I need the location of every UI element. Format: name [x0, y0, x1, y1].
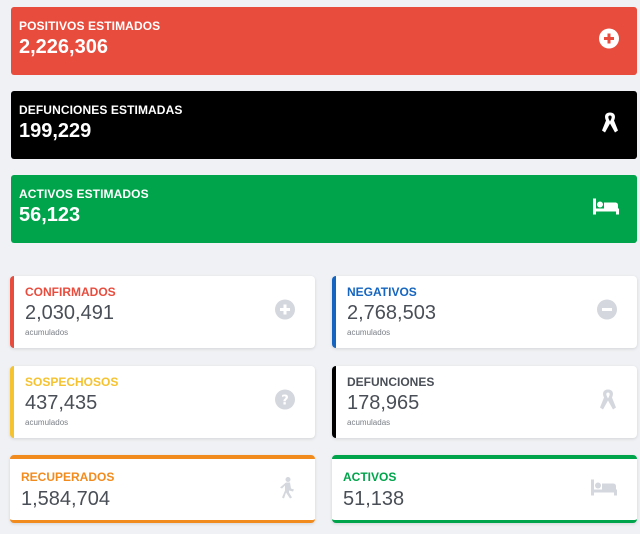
plus-circle-icon: [599, 28, 619, 54]
positivos-estimados-card: POSITIVOS ESTIMADOS 2,226,306: [11, 7, 637, 75]
card-value: 199,229: [19, 120, 92, 142]
card-label: ACTIVOS: [343, 470, 397, 484]
card-value: 1,584,704: [21, 488, 110, 510]
activos-card: ACTIVOS 51,138: [332, 455, 637, 523]
card-value: 2,226,306: [19, 36, 108, 58]
card-value: 51,138: [343, 488, 405, 510]
card-label: POSITIVOS ESTIMADOS: [19, 19, 161, 33]
card-label: SOSPECHOSOS: [25, 375, 119, 389]
card-label: DEFUNCIONES: [347, 375, 435, 389]
card-label: ACTIVOS ESTIMADOS: [19, 187, 149, 201]
card-label: RECUPERADOS: [21, 470, 115, 484]
confirmados-card: CONFIRMADOS 2,030,491 acumulados: [10, 276, 315, 348]
recuperados-card: RECUPERADOS 1,584,704: [10, 455, 315, 523]
card-subtitle: acumulados: [25, 328, 69, 337]
sospechosos-card: SOSPECHOSOS 437,435 acumulados ?: [10, 366, 315, 438]
card-value: 178,965: [347, 392, 420, 414]
minus-circle-icon: [597, 299, 617, 325]
card-value: 437,435: [25, 392, 98, 414]
card-subtitle: acumulados: [347, 328, 391, 337]
activos-estimados-card: ACTIVOS ESTIMADOS 56,123: [11, 175, 637, 243]
ribbon-icon: [601, 112, 619, 139]
bed-icon: [593, 198, 619, 221]
card-value: 2,030,491: [25, 302, 114, 324]
card-label: DEFUNCIONES ESTIMADAS: [19, 103, 183, 117]
defunciones-estimadas-card: DEFUNCIONES ESTIMADAS 199,229: [11, 91, 637, 159]
card-subtitle: acumulados: [25, 418, 69, 427]
question-circle-icon: ?: [275, 389, 295, 415]
card-value: 2,768,503: [347, 302, 436, 324]
card-subtitle: acumuladas: [347, 418, 391, 427]
svg-text:?: ?: [281, 394, 289, 409]
ribbon-icon: [599, 389, 617, 416]
walking-icon: [279, 476, 295, 503]
card-value: 56,123: [19, 204, 81, 226]
plus-circle-icon: [275, 299, 295, 325]
card-label: CONFIRMADOS: [25, 285, 116, 299]
bed-icon: [591, 478, 617, 501]
negativos-card: NEGATIVOS 2,768,503 acumulados: [332, 276, 637, 348]
defunciones-card: DEFUNCIONES 178,965 acumuladas: [332, 366, 637, 438]
card-label: NEGATIVOS: [347, 285, 417, 299]
